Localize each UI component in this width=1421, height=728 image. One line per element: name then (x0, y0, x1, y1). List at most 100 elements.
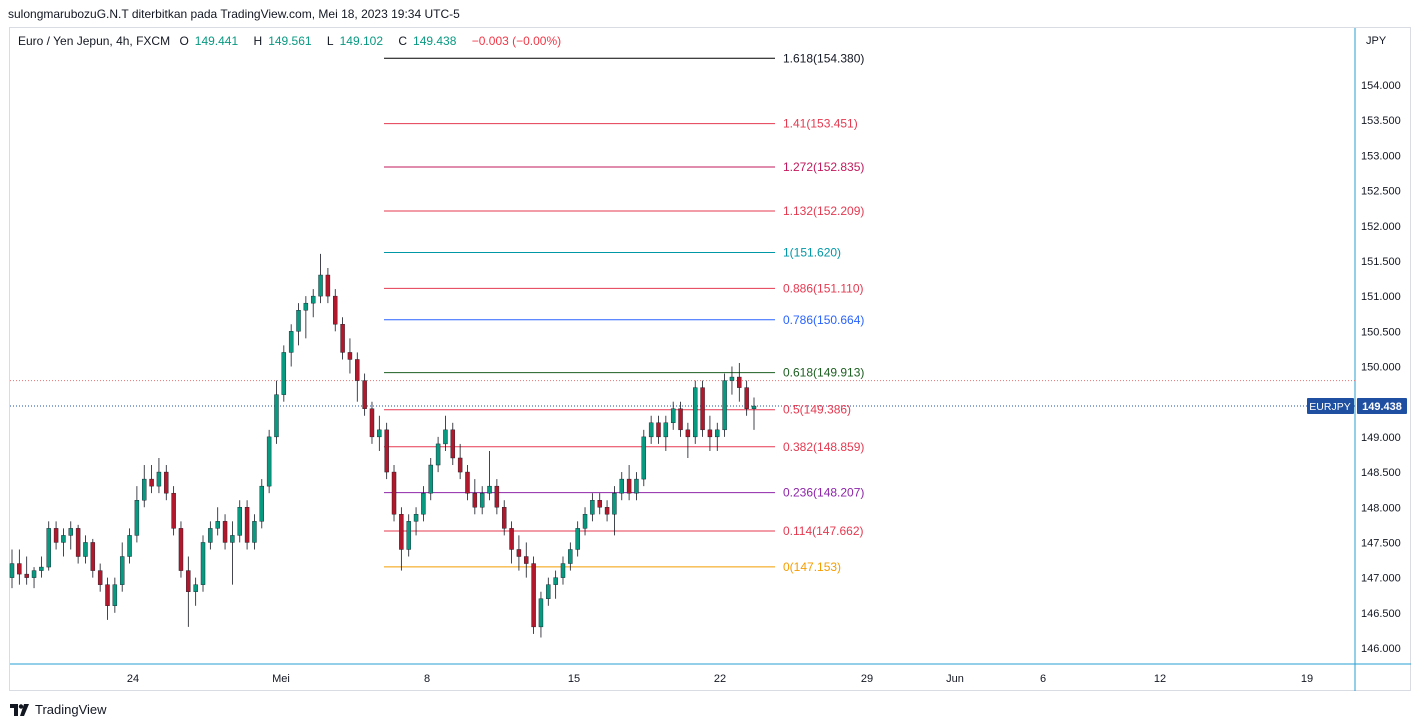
fib-level-label: 0.382(148.859) (783, 440, 864, 454)
candle-body (465, 471, 470, 494)
candle-body (215, 521, 220, 529)
close-value: 149.438 (413, 34, 457, 48)
y-tick-label: 147.500 (1361, 537, 1401, 549)
y-tick-label: 153.500 (1361, 115, 1401, 127)
candle-body (648, 422, 654, 438)
candle-body (244, 507, 250, 543)
candle-body (744, 387, 749, 409)
symbol-label: Euro / Yen Jepun, 4h, FXCM (18, 34, 171, 48)
candle-body (340, 324, 345, 353)
x-tick-label: 19 (1301, 673, 1313, 685)
x-tick-label: 15 (568, 673, 580, 685)
fib-level-label: 0.5(149.386) (783, 403, 851, 417)
candle-body (46, 528, 51, 568)
fib-level-label: 0.114(147.662) (783, 524, 864, 538)
candle-body (737, 376, 742, 388)
candle-body (597, 500, 602, 508)
candle-body (443, 429, 448, 445)
y-tick-label: 146.000 (1361, 643, 1401, 655)
candle-body (208, 528, 213, 543)
low-label: L (326, 34, 334, 48)
candle-body (685, 429, 691, 438)
fib-level-label: 0.786(150.664) (783, 313, 864, 327)
candle-body (178, 528, 184, 571)
price-badge (1357, 398, 1407, 415)
candle-body (24, 573, 29, 578)
candle-body (457, 457, 463, 473)
fib-level-label: 1.272(152.835) (783, 160, 864, 174)
y-tick-label: 149.000 (1361, 432, 1401, 444)
candle-body (568, 549, 573, 564)
y-tick-label: 148.500 (1361, 467, 1401, 479)
candle-body (90, 542, 96, 571)
candle-body (450, 429, 456, 459)
candle-body (274, 394, 279, 438)
ohlc-legend: Euro / Yen Jepun, 4h, FXCM O 149.441 H 149… (18, 34, 567, 48)
candle-body (531, 563, 536, 628)
candle-body (119, 556, 125, 585)
candle-body (435, 443, 441, 466)
candle-body (670, 408, 676, 424)
candle-body (288, 331, 294, 353)
y-tick-label: 152.000 (1361, 221, 1401, 233)
y-tick-label: 151.500 (1361, 256, 1401, 268)
candle-body (384, 429, 389, 473)
candle-body (186, 570, 191, 592)
candle-body (281, 352, 287, 395)
candle-body (127, 535, 132, 557)
candle-body (296, 310, 301, 332)
candle-body (501, 507, 507, 529)
chart-frame[interactable] (9, 27, 1411, 691)
candle-body (678, 408, 683, 431)
tradingview-brand-label: TradingView (35, 702, 107, 717)
currency-label: JPY (1366, 35, 1387, 47)
candle-body (391, 471, 397, 515)
y-tick-label: 154.000 (1361, 80, 1401, 92)
x-tick-label: 29 (861, 673, 873, 685)
candle-body (9, 563, 15, 578)
x-tick-label: 6 (1040, 673, 1046, 685)
x-tick-label: 12 (1154, 673, 1166, 685)
candle-body (112, 584, 118, 606)
candle-body (509, 528, 514, 550)
candle-body (575, 528, 580, 550)
candle-body (362, 380, 367, 409)
candle-body (707, 429, 713, 438)
candle-body (428, 464, 433, 494)
candle-body (479, 492, 485, 508)
y-tick-label: 151.000 (1361, 291, 1401, 303)
candle-body (303, 302, 309, 311)
x-tick-label: Jun (946, 673, 964, 685)
candle-body (421, 492, 426, 515)
candle-body (663, 422, 669, 438)
candle-body (406, 521, 411, 550)
tradingview-logo-icon (10, 703, 29, 716)
candle-body (626, 478, 632, 494)
open-value: 149.441 (194, 34, 239, 48)
candle-body (582, 514, 588, 529)
x-tick-label: 8 (424, 673, 430, 685)
candle-body (693, 387, 698, 438)
candle-body (715, 429, 720, 438)
candle-body (266, 436, 272, 487)
candle-body (325, 274, 331, 297)
candle-body (369, 408, 375, 438)
candle-body (333, 295, 338, 325)
candle-body (399, 514, 404, 550)
candle-body (149, 478, 154, 487)
candle-body (193, 584, 198, 592)
tradingview-logo[interactable]: TradingView (10, 702, 107, 717)
candle-body (634, 478, 639, 494)
fib-level-label: 1.41(153.451) (783, 117, 858, 131)
candle-body (494, 485, 500, 508)
price-badge-label: 149.438 (1362, 401, 1402, 413)
y-tick-label: 147.000 (1361, 573, 1401, 585)
publisher-line: sulongmarubozuG.N.T diterbitkan pada Tra… (8, 7, 460, 21)
candle-body (134, 500, 140, 536)
close-label: C (398, 34, 408, 48)
candle-body (310, 295, 316, 304)
candle-body (377, 429, 382, 438)
candle-body (156, 471, 162, 487)
candle-body (61, 535, 66, 543)
